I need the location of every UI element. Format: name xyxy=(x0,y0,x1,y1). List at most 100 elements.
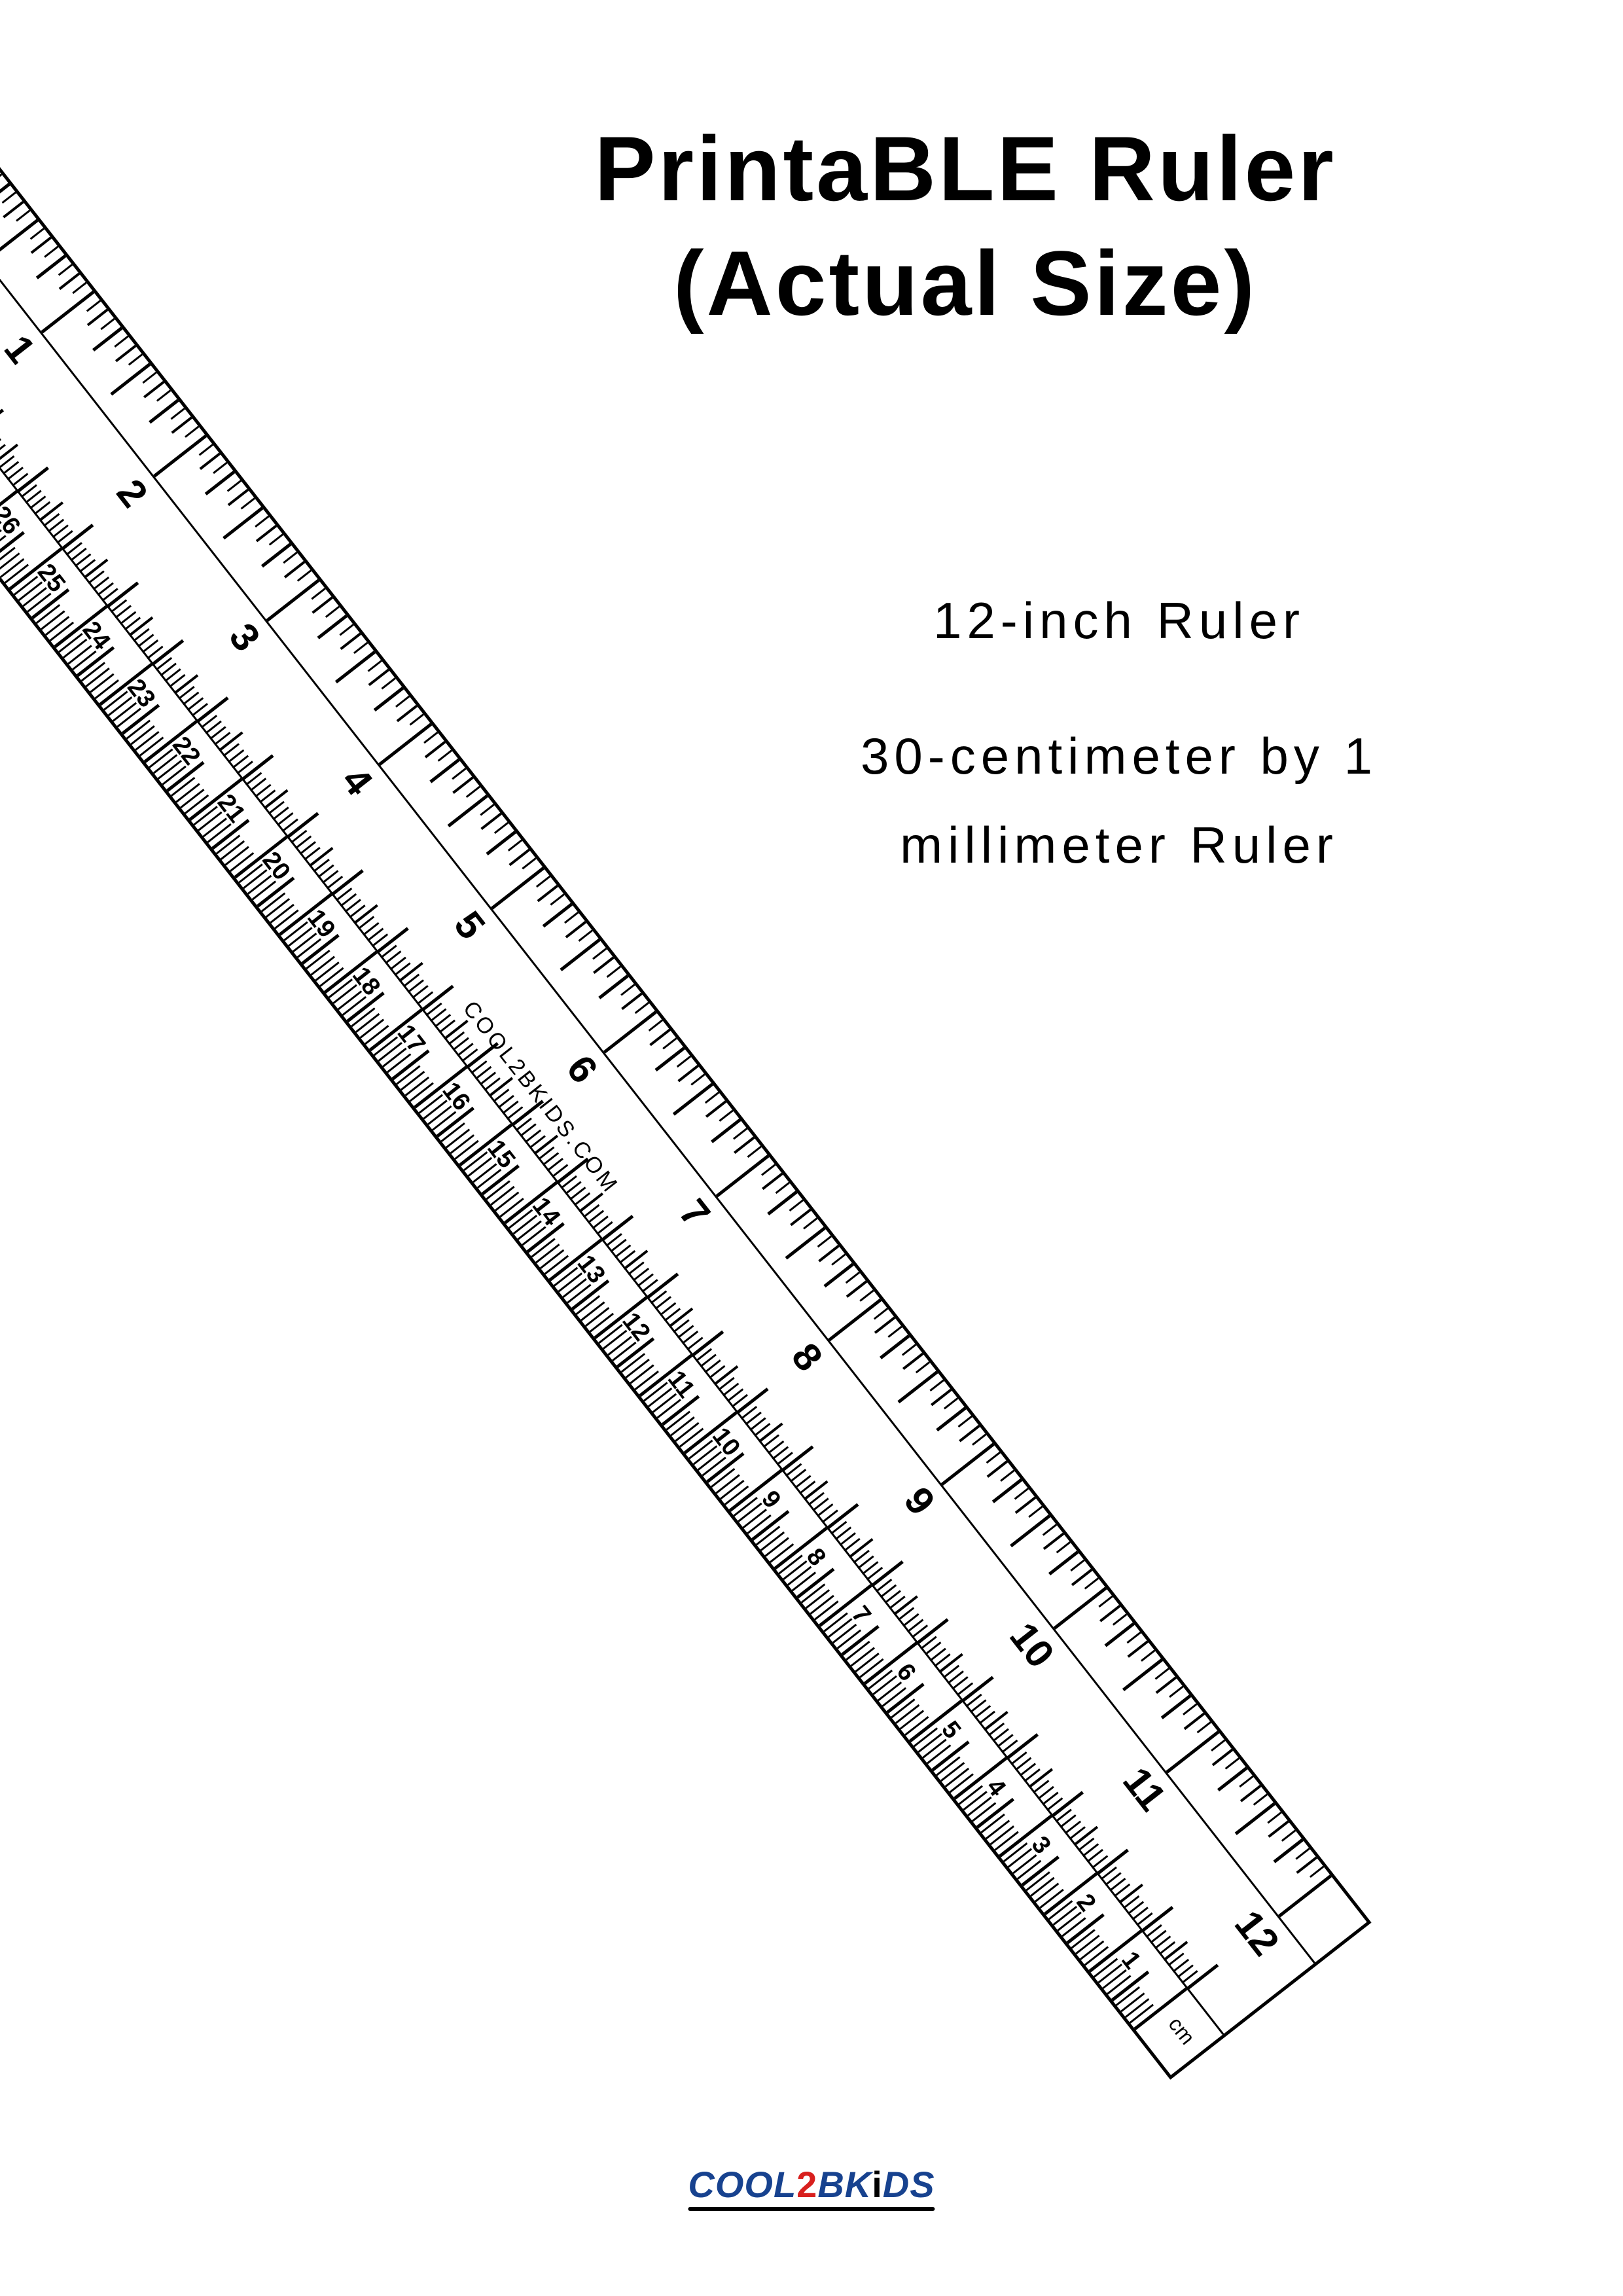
title-line1: PrintaBLE Ruler xyxy=(594,117,1336,220)
cm-number: 4 xyxy=(980,1774,1011,1802)
inch-tick xyxy=(1048,1551,1079,1575)
inch-tick xyxy=(213,461,227,473)
inch-tick xyxy=(874,1308,888,1319)
inch-tick xyxy=(311,588,325,600)
logo-part3: BK xyxy=(817,2164,872,2205)
inch-tick xyxy=(378,723,432,766)
inch-tick xyxy=(110,363,151,395)
inch-tick xyxy=(579,929,593,941)
inch-tick xyxy=(1014,1488,1029,1499)
inch-tick xyxy=(170,408,185,420)
inch-tick xyxy=(494,821,508,833)
inch-tick xyxy=(1211,1740,1225,1751)
inch-tick xyxy=(592,948,607,960)
inch-tick xyxy=(733,1128,747,1139)
inch-tick xyxy=(395,696,410,708)
inch-tick xyxy=(486,831,516,855)
inch-tick xyxy=(1056,1541,1071,1553)
inch-tick xyxy=(30,228,45,240)
inch-tick xyxy=(560,939,601,971)
inch-number: 10 xyxy=(1001,1614,1063,1676)
inch-tick xyxy=(1161,1695,1191,1719)
inch-tick xyxy=(823,1263,853,1287)
inch-tick xyxy=(654,1047,685,1071)
inch-tick xyxy=(1278,1874,1332,1918)
inch-tick xyxy=(44,245,58,257)
inch-tick xyxy=(1141,1649,1155,1661)
inch-tick xyxy=(564,912,579,924)
inch-number: 6 xyxy=(558,1047,607,1092)
inch-tick xyxy=(128,353,143,365)
inch-tick xyxy=(198,444,213,456)
inch-tick xyxy=(1197,1721,1211,1733)
inch-tick xyxy=(846,1272,860,1283)
inch-tick xyxy=(241,497,255,509)
inch-tick xyxy=(1053,1587,1107,1630)
inch-tick xyxy=(382,677,396,689)
inch-tick xyxy=(880,1335,910,1359)
inch-tick xyxy=(452,768,466,780)
inch-tick xyxy=(620,984,635,996)
inch-tick xyxy=(690,1073,705,1085)
inch-tick xyxy=(1154,1668,1169,1679)
inch-tick xyxy=(1295,1848,1310,1859)
inch-tick xyxy=(1281,1829,1296,1841)
inch-tick xyxy=(1169,1685,1183,1697)
inch-tick xyxy=(283,552,297,564)
inch-tick xyxy=(1274,1839,1304,1863)
inch-tick xyxy=(542,903,572,927)
inch-tick xyxy=(536,876,550,888)
page-title: PrintaBLE Ruler (Actual Size) xyxy=(425,111,1505,340)
inch-tick xyxy=(803,1217,817,1229)
inch-number: 11 xyxy=(1114,1759,1175,1819)
inch-number: 9 xyxy=(895,1479,944,1524)
inch-tick xyxy=(1043,1524,1057,1535)
inch-tick xyxy=(859,1289,874,1301)
inch-tick xyxy=(353,641,368,653)
inch-number: 3 xyxy=(221,615,270,660)
inch-tick xyxy=(941,1443,995,1486)
inch-tick xyxy=(325,605,340,617)
subtitle-line2a: 30-centimeter by 1 xyxy=(759,711,1479,801)
cm-number: 8 xyxy=(800,1543,831,1571)
inch-tick xyxy=(887,1325,902,1337)
inch-tick xyxy=(767,1191,797,1215)
inch-tick xyxy=(0,183,10,207)
inch-tick xyxy=(747,1145,761,1157)
inch-tick xyxy=(522,857,537,869)
inch-tick xyxy=(1105,1623,1135,1647)
inch-tick xyxy=(958,1416,972,1427)
inch-tick xyxy=(115,336,129,348)
logo-part4: i xyxy=(872,2164,883,2205)
inch-tick xyxy=(0,173,3,185)
cm-number: 2 xyxy=(1071,1889,1101,1917)
subtitle-block: 12-inch Ruler 30-centimeter by 1 millime… xyxy=(759,576,1479,890)
inch-tick xyxy=(598,975,628,999)
inch-tick xyxy=(785,1227,825,1259)
subtitle-line2b: millimeter Ruler xyxy=(759,800,1479,890)
inch-tick xyxy=(1000,1469,1014,1481)
inch-tick xyxy=(775,1181,789,1193)
title-line2: (Actual Size) xyxy=(673,232,1257,334)
inch-tick xyxy=(831,1253,846,1265)
logo-part5: DS xyxy=(883,2164,935,2205)
inch-tick xyxy=(716,1155,770,1198)
inch-tick xyxy=(789,1200,804,1211)
inch-tick xyxy=(550,893,565,905)
inch-tick xyxy=(1126,1632,1141,1643)
inch-tick xyxy=(317,615,348,639)
logo-underline-icon xyxy=(688,2207,935,2211)
inch-tick xyxy=(185,425,199,437)
inch-tick xyxy=(1310,1865,1324,1877)
inch-tick xyxy=(1084,1577,1099,1589)
inch-tick xyxy=(92,327,122,351)
inch-tick xyxy=(1166,1731,1219,1774)
inch-tick xyxy=(719,1109,733,1121)
ruler: 123456789101112 123456789101112131415161… xyxy=(0,92,1372,2080)
inch-tick xyxy=(986,1452,1001,1463)
ruler-container: 123456789101112 123456789101112131415161… xyxy=(0,92,1372,2080)
inch-number: 7 xyxy=(670,1191,719,1236)
inch-tick xyxy=(829,1299,882,1342)
inch-tick xyxy=(339,624,353,636)
inch-tick xyxy=(223,507,263,539)
